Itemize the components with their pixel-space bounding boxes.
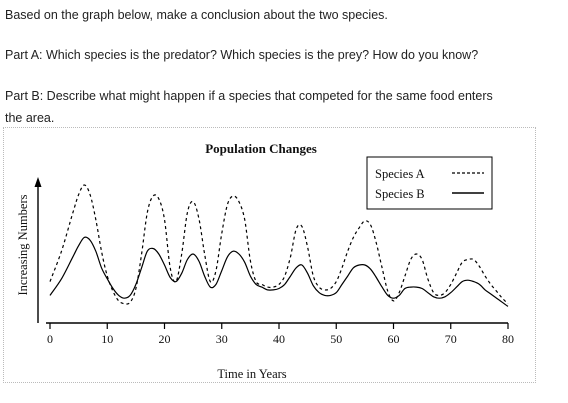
x-axis-label: Time in Years <box>217 367 286 381</box>
x-tick-label: 80 <box>502 332 514 346</box>
x-tick-label: 0 <box>47 332 53 346</box>
series-line-species-a <box>49 184 509 305</box>
x-tick-label: 40 <box>273 332 285 346</box>
legend-box <box>366 156 493 210</box>
legend-label-species-b: Species B <box>375 187 425 201</box>
x-tick-label: 10 <box>101 332 113 346</box>
legend: Species A Species B <box>366 156 493 210</box>
population-chart: Population Changes Increasing Numbers 0 1… <box>16 141 514 381</box>
question-intro: Based on the graph below, make a conclus… <box>5 8 388 22</box>
figure-frame <box>3 127 536 383</box>
x-tick-label: 30 <box>216 332 228 346</box>
chart-title: Population Changes <box>205 141 317 156</box>
y-axis-label: Increasing Numbers <box>16 194 30 295</box>
x-tick-label: 20 <box>159 332 171 346</box>
x-axis-ticks: 0 10 20 30 40 50 60 70 80 <box>47 323 514 346</box>
x-tick-label: 60 <box>388 332 400 346</box>
series-line-species-b <box>49 236 509 307</box>
y-axis-arrowhead <box>34 177 42 187</box>
question-part-a: Part A: Which species is the predator? W… <box>5 48 479 62</box>
question-part-b: Part B: Describe what might happen if a … <box>5 89 493 103</box>
x-tick-label: 50 <box>330 332 342 346</box>
question-part-b-continued: the area. <box>5 111 55 125</box>
x-tick-label: 70 <box>445 332 457 346</box>
legend-label-species-a: Species A <box>375 167 425 181</box>
